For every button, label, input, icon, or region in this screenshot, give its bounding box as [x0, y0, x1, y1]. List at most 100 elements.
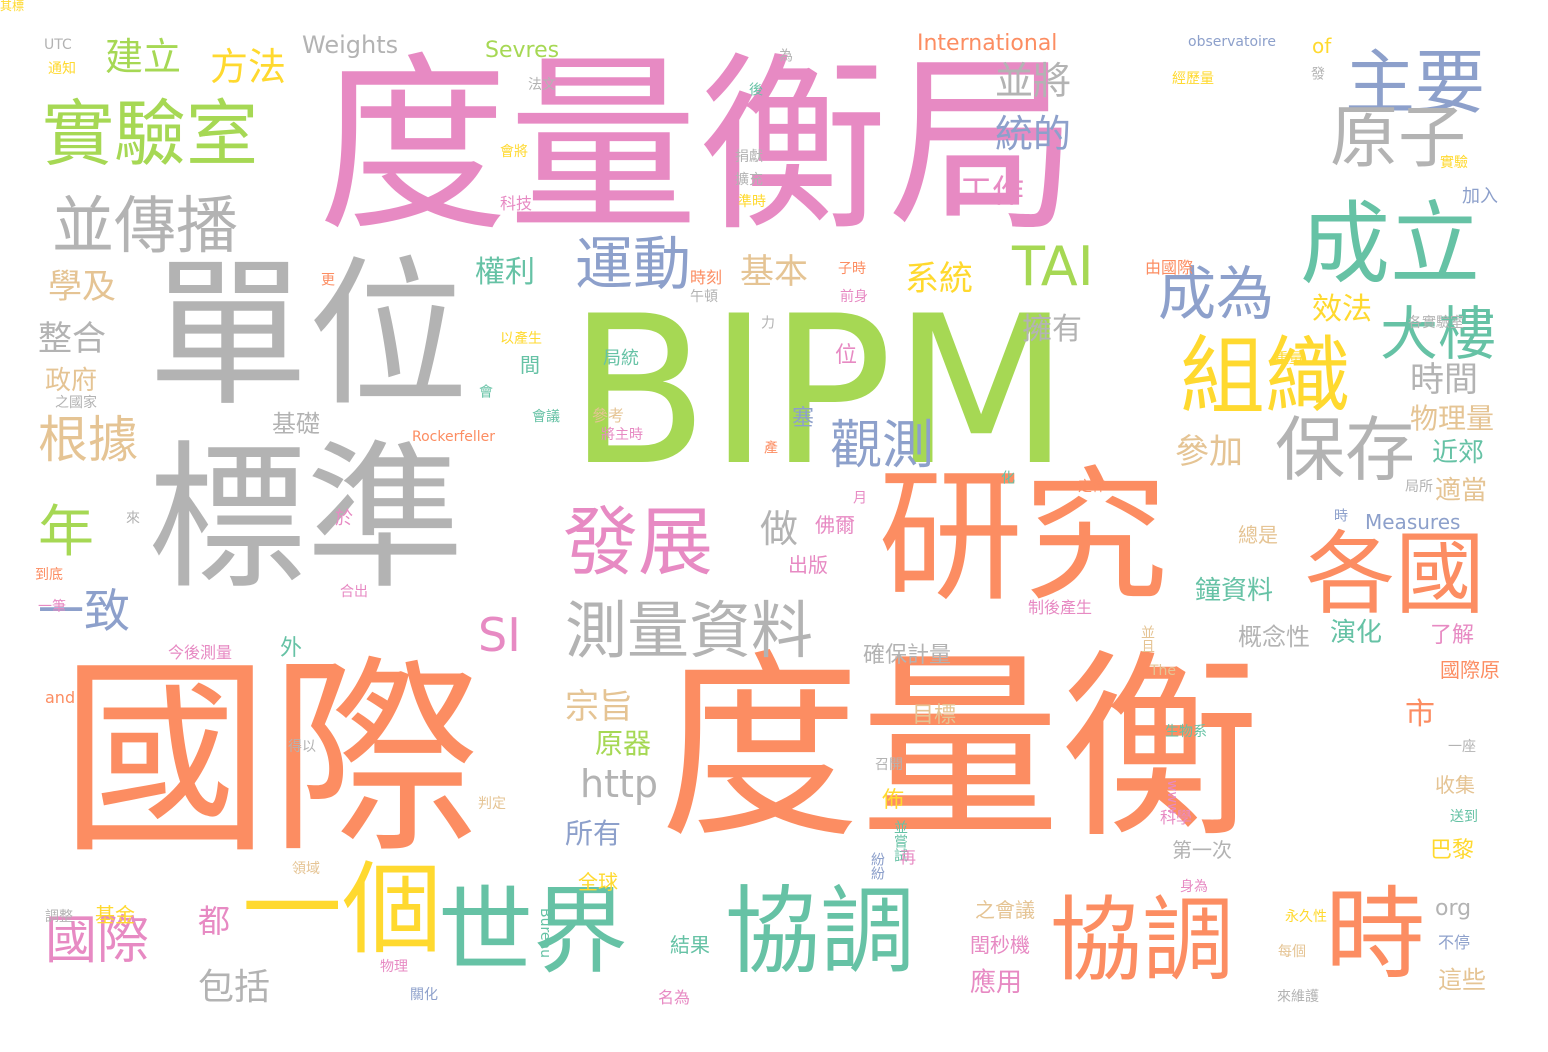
cloud-word: 佈 [882, 788, 905, 813]
cloud-word: and [45, 688, 76, 707]
cloud-word: 做 [760, 507, 799, 551]
cloud-word: 一筆 [38, 599, 66, 615]
cloud-word: 主要 [1345, 42, 1485, 124]
cloud-word: 原子 [1330, 99, 1467, 178]
cloud-word: 化 [999, 470, 1015, 484]
cloud-word: 第一次 [1172, 838, 1232, 862]
cloud-word: 關化 [410, 987, 438, 1003]
cloud-word: 度量衡局 [318, 36, 1079, 257]
cloud-word: 標準 [148, 427, 464, 611]
cloud-word: 國際 [45, 911, 150, 971]
cloud-word: 原器 [595, 727, 652, 760]
cloud-word: 發 [1309, 66, 1325, 80]
cloud-word: 捐獻 [735, 149, 763, 165]
cloud-word: 成為 [1158, 260, 1275, 328]
cloud-word: 會將 [500, 144, 528, 160]
cloud-word: 其標 [0, 0, 25, 13]
cloud-word: 系統 [905, 259, 973, 299]
cloud-word: 包括 [198, 967, 271, 1008]
cloud-word: 測量資料 [565, 594, 814, 667]
cloud-word: 物理 [380, 959, 408, 975]
cloud-word: 領域 [292, 861, 320, 877]
cloud-word: 效法 [1312, 292, 1372, 327]
cloud-word: 實驗室 [42, 92, 259, 176]
cloud-word: 由國際 [1145, 258, 1194, 277]
cloud-word: 組織 [1180, 328, 1351, 427]
cloud-word: 生物系 [1165, 724, 1207, 740]
cloud-word: 科技 [500, 194, 533, 213]
cloud-word: 應用 [970, 968, 1023, 998]
cloud-word: 統的 [995, 112, 1072, 156]
cloud-word: 方法 [210, 45, 287, 89]
cloud-word: 目標 [912, 703, 957, 728]
cloud-word: 學及 [48, 267, 116, 307]
cloud-word: International [917, 31, 1058, 56]
cloud-word: 不停 [1438, 933, 1471, 952]
cloud-word: 法文 [528, 77, 556, 93]
cloud-word: 並嘗試 [892, 820, 908, 862]
cloud-word: 基本 [740, 252, 808, 292]
cloud-word: 紛紛 [869, 852, 885, 880]
cloud-word: 到底 [35, 567, 63, 583]
cloud-word: 保存 [1275, 409, 1415, 491]
cloud-word: 制後產生 [1028, 598, 1093, 617]
cloud-word: Weights [302, 31, 399, 59]
cloud-word: 參考 [592, 406, 625, 425]
cloud-word: 外 [280, 636, 303, 661]
cloud-word: 月 [851, 490, 867, 504]
cloud-word: 後 [747, 82, 763, 96]
cloud-word: Sevres [485, 38, 560, 63]
cloud-word: of [1312, 34, 1332, 58]
cloud-word: The [1150, 663, 1177, 679]
cloud-word: 得以 [288, 739, 316, 755]
cloud-word: 更 [319, 272, 335, 286]
cloud-word: 總是 [1238, 523, 1278, 547]
cloud-word: 一座 [1448, 739, 1476, 755]
cloud-word: 時刻 [690, 268, 723, 287]
cloud-word: 間 [520, 353, 540, 377]
cloud-word: 巴黎 [1430, 838, 1475, 863]
cloud-word: 加入 [1462, 186, 1498, 207]
cloud-word: 結果 [670, 933, 710, 957]
cloud-word: 合出 [340, 584, 368, 600]
cloud-word: 名為 [658, 988, 691, 1007]
cloud-word: 會 [477, 384, 493, 398]
cloud-word: 基金 [95, 903, 135, 927]
cloud-word: Measures [1365, 510, 1461, 534]
cloud-word: 市 [1405, 697, 1435, 732]
cloud-word: 根據 [38, 411, 138, 469]
cloud-word: 世界 [438, 877, 629, 987]
cloud-word: 鐘資料 [1195, 576, 1274, 606]
cloud-word: 運動 [575, 230, 692, 298]
cloud-word: 會議 [532, 409, 560, 425]
cloud-word: 時間 [1410, 360, 1478, 400]
cloud-word: 永久性 [1285, 909, 1327, 925]
cloud-word: 年 [38, 500, 94, 565]
cloud-word: 大樓 [1380, 300, 1497, 368]
cloud-word: 經歷量 [1172, 71, 1214, 87]
cloud-word: 時 [1325, 876, 1425, 993]
cloud-word: 概念性 [1238, 623, 1310, 651]
cloud-word: 實驗 [1440, 155, 1468, 171]
cloud-word: 各實驗室 [1408, 315, 1464, 331]
cloud-word: 基礎 [272, 410, 320, 438]
cloud-word: 定律 [1078, 479, 1106, 495]
cloud-word: http [580, 762, 659, 806]
cloud-word: 協調 [1050, 887, 1235, 994]
cloud-word: 時 [1332, 508, 1348, 522]
cloud-word: 發展 [563, 498, 714, 586]
cloud-word: Bureau [537, 908, 553, 958]
cloud-word: 閏秒機 [970, 933, 1030, 957]
cloud-word: 召開 [875, 757, 903, 773]
cloud-word: 於 [335, 508, 353, 529]
cloud-word: 每個 [1278, 944, 1306, 960]
cloud-word: 度量衡 [660, 633, 1261, 866]
cloud-word: 局統 [603, 348, 639, 369]
cloud-word: 調整 [45, 909, 73, 925]
cloud-word: 並傳播 [52, 189, 239, 262]
cloud-word: 物理量 [1410, 402, 1495, 435]
cloud-word: 工作 [960, 172, 1025, 210]
cloud-word: 全球 [578, 870, 618, 894]
cloud-word: 局所 [1405, 479, 1433, 495]
cloud-word: 整合 [38, 319, 106, 359]
